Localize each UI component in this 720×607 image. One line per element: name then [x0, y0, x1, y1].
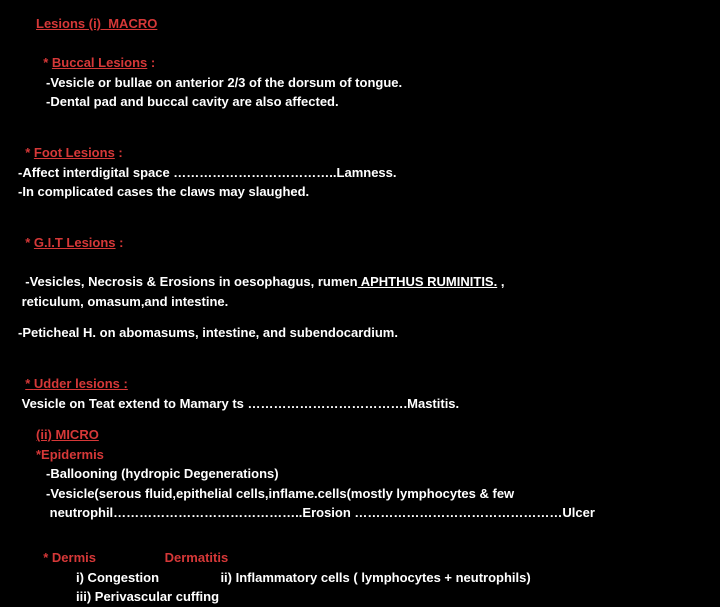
dermis-line1: i) Congestion ii) Inflammatory cells ( l…	[18, 568, 702, 588]
git-heading: G.I.T Lesions	[34, 235, 116, 250]
micro-heading: (ii) MICRO	[18, 425, 702, 445]
udder-heading-line: * Udder lesions :	[18, 355, 702, 394]
git-line3: -Peticheal H. on abomasums, intestine, a…	[18, 323, 702, 343]
foot-heading: Foot Lesions	[34, 145, 115, 160]
foot-heading-line: * Foot Lesions :	[18, 124, 702, 163]
git-suffix: :	[116, 235, 124, 250]
epi-line1: -Ballooning (hydropic Degenerations)	[18, 464, 702, 484]
foot-line1: -Affect interdigital space ……………………………….…	[18, 163, 702, 183]
epidermis-heading: *Epidermis	[18, 445, 702, 465]
dermis-heading: * Dermis Dermatitis	[43, 550, 228, 565]
udder-line1: Vesicle on Teat extend to Mamary ts ……………	[18, 394, 702, 414]
git-line2: reticulum, omasum,and intestine.	[18, 292, 702, 312]
git-line1c: ,	[497, 274, 504, 289]
foot-line2: -In complicated cases the claws may slau…	[18, 182, 702, 202]
buccal-line1: -Vesicle or bullae on anterior 2/3 of th…	[18, 73, 702, 93]
git-line1b: APHTHUS RUMINITIS.	[358, 274, 498, 289]
buccal-heading: Buccal Lesions	[52, 55, 147, 70]
dermis-heading-line: * Dermis Dermatitis	[18, 529, 702, 568]
git-line1: -Vesicles, Necrosis & Erosions in oesoph…	[18, 253, 702, 292]
udder-heading: Udder lesions	[34, 376, 124, 391]
git-line1a: -Vesicles, Necrosis & Erosions in oesoph…	[25, 274, 357, 289]
git-prefix: *	[25, 235, 34, 250]
buccal-heading-line: * Buccal Lesions :	[18, 34, 702, 73]
git-heading-line: * G.I.T Lesions :	[18, 214, 702, 253]
buccal-prefix: *	[43, 55, 52, 70]
foot-suffix: :	[115, 145, 123, 160]
buccal-line2: -Dental pad and buccal cavity are also a…	[18, 92, 702, 112]
epi-line2: -Vesicle(serous fluid,epithelial cells,i…	[18, 484, 702, 504]
dermis-line2: iii) Perivascular cuffing	[18, 587, 702, 607]
foot-prefix: *	[25, 145, 34, 160]
buccal-suffix: :	[147, 55, 155, 70]
title-macro: Lesions (i) MACRO	[18, 14, 702, 34]
epi-line3: neutrophil……………………………………..Erosion …………………	[18, 503, 702, 523]
udder-prefix: *	[25, 376, 34, 391]
udder-suffix: :	[123, 376, 127, 391]
